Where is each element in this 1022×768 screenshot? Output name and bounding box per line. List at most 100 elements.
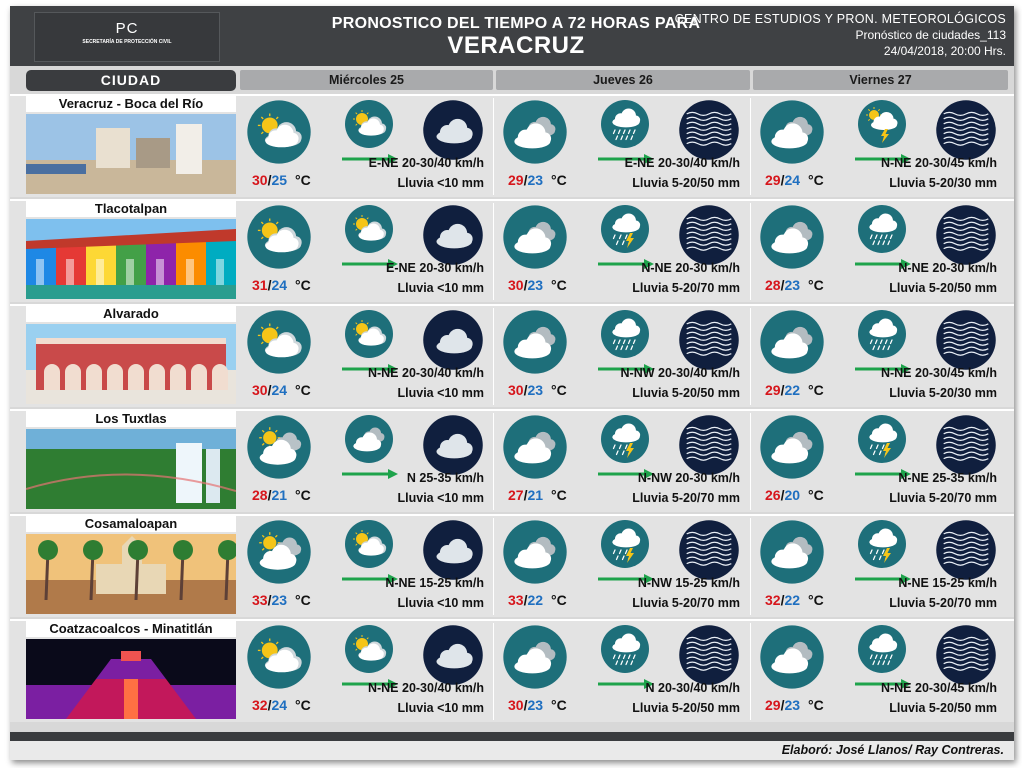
sea-waves-icon: [935, 519, 997, 581]
temp-min: 23: [784, 697, 801, 713]
forecast-cell: 30/23 °C N 20-30/40 km/h Lluvia 5-20/50 mm: [496, 621, 746, 722]
sea-waves-icon: [678, 624, 740, 686]
city-name: Los Tuxtlas: [26, 411, 236, 427]
city-row: Cosamaloapan 33/23 °C N-NE 15-25 km/h Lluvia…: [10, 514, 1014, 617]
thunderstorm-icon: [600, 519, 650, 569]
partly-cloudy-small-icon: [344, 204, 394, 254]
rain-cloud-icon: [600, 624, 650, 674]
city-name: Cosamaloapan: [26, 516, 236, 532]
temperature: 30/23 °C: [508, 277, 567, 293]
temp-unit: °C: [808, 172, 824, 188]
logo-org: SECRETARÍA DE PROTECCIÓN CIVIL: [82, 39, 172, 45]
temp-max: 28: [765, 277, 781, 293]
temp-max: 29: [765, 172, 781, 188]
sea-waves-icon: [935, 204, 997, 266]
partly-cloudy-icon: [246, 99, 312, 165]
wind-arrow-icon: [342, 676, 398, 689]
night-cloud-icon: [422, 99, 484, 161]
temp-max: 29: [765, 697, 781, 713]
meta-center: CENTRO DE ESTUDIOS Y PRON. METEOROLÓGICO…: [674, 12, 1006, 26]
temp-unit: °C: [551, 382, 567, 398]
rain-cloud-icon: [857, 204, 907, 254]
forecast-cell: 30/23 °C N-NE 20-30 km/h Lluvia 5-20/70 mm: [496, 201, 746, 302]
sea-waves-icon: [678, 519, 740, 581]
forecast-cell: 26/20 °C N-NE 25-35 km/h Lluvia 5-20/70 mm: [753, 411, 1003, 512]
rain-text: Lluvia 5-20/70 mm: [632, 491, 740, 505]
temperature: 30/23 °C: [508, 697, 567, 713]
temperature: 30/23 °C: [508, 382, 567, 398]
partly-cloudy-icon: [246, 624, 312, 690]
temp-min: 25: [271, 172, 288, 188]
temp-min: 23: [527, 277, 544, 293]
wind-text: N-NE 20-30/45 km/h: [880, 681, 997, 695]
temperature: 26/20 °C: [765, 487, 824, 503]
wind-text: N-NE 20-30/45 km/h: [880, 156, 997, 170]
storm-sun-cloud-icon: [857, 99, 907, 149]
wind-text: E-NE 20-30/40 km/h: [624, 156, 740, 170]
rain-text: Lluvia 5-20/50 mm: [632, 176, 740, 190]
column-divider: [750, 203, 751, 300]
temp-max: 32: [252, 697, 268, 713]
wind-text: N-NE 15-25 km/h: [898, 576, 997, 590]
city-row: Alvarado 30/24 °C N-NE 20-30/40 km/h Lluvia …: [10, 304, 1014, 407]
sea-waves-icon: [935, 414, 997, 476]
rain-text: Lluvia <10 mm: [397, 596, 485, 610]
cloudy-icon: [502, 204, 568, 270]
temperature: 29/23 °C: [765, 697, 824, 713]
temp-unit: °C: [295, 172, 311, 188]
column-divider: [750, 518, 751, 615]
wind-arrow-icon: [342, 151, 398, 164]
thunderstorm-icon: [600, 414, 650, 464]
rain-text: Lluvia <10 mm: [397, 281, 485, 295]
temp-min: 24: [271, 277, 288, 293]
sea-waves-icon: [678, 414, 740, 476]
day-header-3: Viernes 27: [753, 70, 1008, 90]
wind-text: N-NE 15-25 km/h: [385, 576, 484, 590]
partly-cloudy-small-icon: [344, 624, 394, 674]
column-divider: [493, 98, 494, 195]
temperature: 31/24 °C: [252, 277, 311, 293]
rain-text: Lluvia 5-20/50 mm: [632, 701, 740, 715]
thunderstorm-icon: [857, 519, 907, 569]
wind-arrow-icon: [855, 361, 911, 374]
temp-min: 21: [527, 487, 544, 503]
column-divider: [493, 308, 494, 405]
rain-text: Lluvia 5-20/50 mm: [632, 386, 740, 400]
page-title: PRONOSTICO DEL TIEMPO A 72 HORAS PARA VE…: [306, 15, 726, 58]
cloudy-icon: [502, 414, 568, 480]
temperature: 30/25 °C: [252, 172, 311, 188]
temp-max: 30: [508, 382, 524, 398]
temp-min: 22: [527, 592, 544, 608]
rain-cloud-icon: [600, 99, 650, 149]
cloudy-icon: [759, 414, 825, 480]
partly-cloudy-icon: [246, 204, 312, 270]
wind-text: N-NW 15-25 km/h: [637, 576, 740, 590]
temperature: 32/24 °C: [252, 697, 311, 713]
wind-text: N-NE 20-30/40 km/h: [367, 681, 484, 695]
temp-min: 20: [784, 487, 801, 503]
partly-cloudy-small-icon: [344, 99, 394, 149]
forecast-cell: 28/23 °C N-NE 20-30 km/h Lluvia 5-20/50 mm: [753, 201, 1003, 302]
rain-text: Lluvia 5-20/70 mm: [889, 491, 997, 505]
temperature: 33/23 °C: [252, 592, 311, 608]
day-header-1: Miércoles 25: [240, 70, 493, 90]
forecast-cell: 33/23 °C N-NE 15-25 km/h Lluvia <10 mm: [240, 516, 490, 617]
forecast-cell: 29/23 °C E-NE 20-30/40 km/h Lluvia 5-20/50 …: [496, 96, 746, 197]
footer: Elaboró: José Llanos/ Ray Contreras.: [10, 741, 1014, 760]
rain-text: Lluvia 5-20/70 mm: [889, 596, 997, 610]
temp-max: 29: [765, 382, 781, 398]
rain-text: Lluvia 5-20/50 mm: [889, 701, 997, 715]
column-divider: [493, 518, 494, 615]
night-cloud-icon: [422, 414, 484, 476]
rain-cloud-icon: [857, 624, 907, 674]
city-row: Tlacotalpan 31/24 °C E-NE 20-30 km/h Lluvia …: [10, 199, 1014, 302]
temp-min: 23: [527, 382, 544, 398]
temp-unit: °C: [295, 592, 311, 608]
forecast-cell: 29/24 °C N-NE 20-30/45 km/h Lluvia 5-20/30 …: [753, 96, 1003, 197]
thunderstorm-icon: [857, 414, 907, 464]
sea-waves-icon: [678, 204, 740, 266]
footer-bar: [10, 732, 1014, 741]
temp-min: 21: [271, 487, 288, 503]
wind-text: E-NE 20-30/40 km/h: [368, 156, 484, 170]
night-cloud-icon: [422, 309, 484, 371]
